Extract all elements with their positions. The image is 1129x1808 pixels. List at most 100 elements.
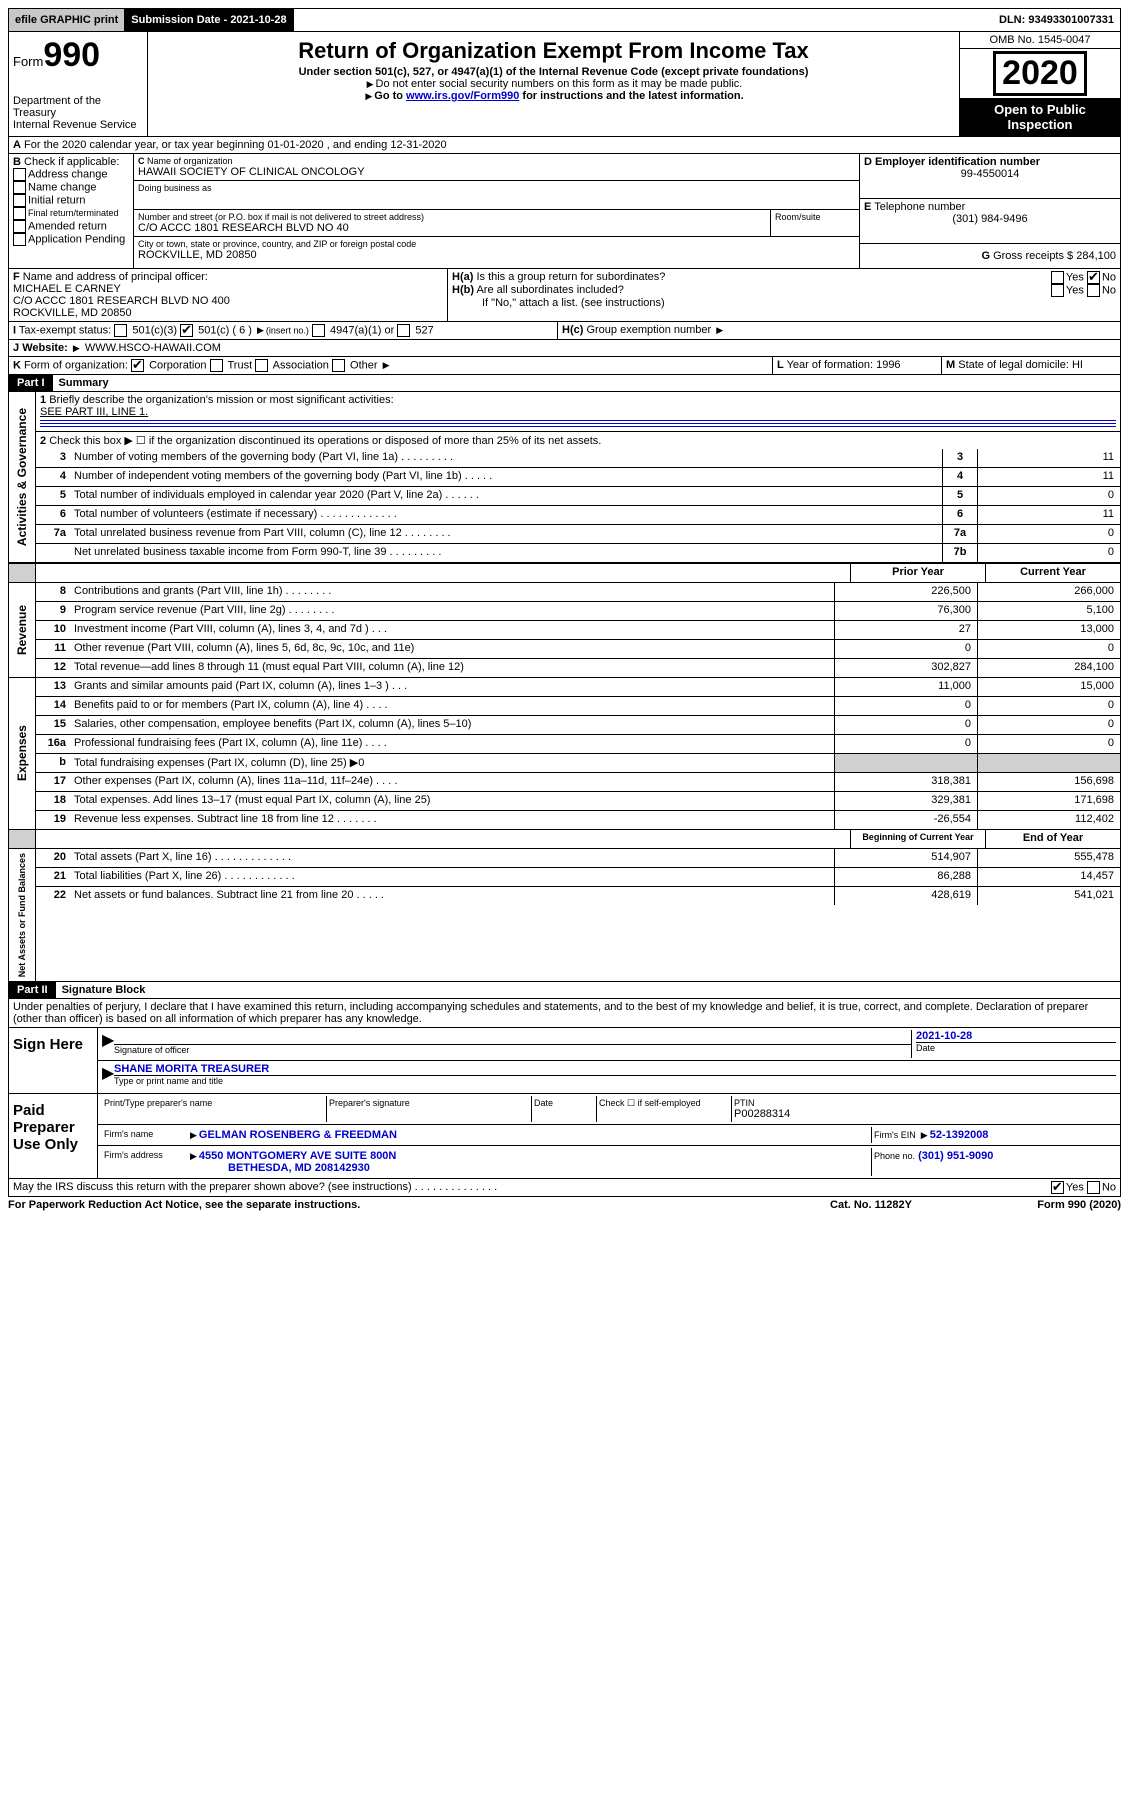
instructions-link-row: Go to www.irs.gov/Form990 for instructio… bbox=[152, 90, 955, 102]
website-value: WWW.HSCO-HAWAII.COM bbox=[85, 342, 221, 354]
cb-pending[interactable]: Application Pending bbox=[13, 233, 129, 246]
table-row: 7aTotal unrelated business revenue from … bbox=[36, 525, 1120, 544]
section-i-hc: I Tax-exempt status: 501(c)(3) 501(c) ( … bbox=[8, 322, 1121, 340]
sig-officer-label: Signature of officer bbox=[114, 1044, 911, 1055]
part1-header: Part ISummary bbox=[8, 375, 1121, 392]
table-row: 13Grants and similar amounts paid (Part … bbox=[36, 678, 1120, 697]
paid-preparer-section: Paid Preparer Use Only Print/Type prepar… bbox=[8, 1094, 1121, 1179]
table-row: 10Investment income (Part VIII, column (… bbox=[36, 621, 1120, 640]
table-row: bTotal fundraising expenses (Part IX, co… bbox=[36, 754, 1120, 773]
hb-note: If "No," attach a list. (see instruction… bbox=[452, 297, 1116, 309]
sign-here-label: Sign Here bbox=[9, 1028, 98, 1093]
org-name: HAWAII SOCIETY OF CLINICAL ONCOLOGY bbox=[138, 166, 855, 178]
phone-label: E Telephone number bbox=[864, 201, 1116, 213]
table-row: 22Net assets or fund balances. Subtract … bbox=[36, 887, 1120, 905]
dln: DLN: 93493301007331 bbox=[993, 9, 1120, 31]
section-k-l-m: K Form of organization: Corporation Trus… bbox=[8, 357, 1121, 375]
governance-sidebar: Activities & Governance bbox=[13, 404, 31, 550]
ein-value: 99-4550014 bbox=[864, 168, 1116, 180]
ssn-note: Do not enter social security numbers on … bbox=[152, 78, 955, 90]
firm-name-label: Firm's name bbox=[102, 1127, 186, 1143]
efile-print-button[interactable]: efile GRAPHIC print bbox=[9, 9, 125, 31]
cb-527[interactable] bbox=[397, 324, 410, 337]
form-ref: Form 990 (2020) bbox=[971, 1199, 1121, 1211]
table-row: 3Number of voting members of the governi… bbox=[36, 449, 1120, 468]
cb-name-change[interactable]: Name change bbox=[13, 181, 129, 194]
discuss-yes-no[interactable]: Yes No bbox=[1051, 1181, 1116, 1194]
officer-name: MICHAEL E CARNEY bbox=[13, 283, 443, 295]
firm-addr-label: Firm's address bbox=[102, 1148, 186, 1176]
ha-yes-no[interactable]: Yes No bbox=[1051, 271, 1116, 284]
typed-name-label: Type or print name and title bbox=[114, 1075, 1116, 1086]
table-row: 4Number of independent voting members of… bbox=[36, 468, 1120, 487]
netassets-sidebar: Net Assets or Fund Balances bbox=[15, 849, 29, 981]
submission-date: Submission Date - 2021-10-28 bbox=[125, 9, 293, 31]
open-inspection: Open to Public Inspection bbox=[960, 98, 1120, 136]
group-exemption: H(c) Group exemption number bbox=[558, 322, 1120, 339]
officer-label: F Name and address of principal officer: bbox=[13, 271, 443, 283]
city-label: City or town, state or province, country… bbox=[138, 239, 855, 249]
org-name-label: C Name of organization bbox=[138, 156, 855, 166]
footer: For Paperwork Reduction Act Notice, see … bbox=[8, 1197, 1121, 1211]
cb-corp[interactable] bbox=[131, 359, 144, 372]
section-b-to-g: B Check if applicable: Address change Na… bbox=[8, 154, 1121, 269]
self-employed-check[interactable]: Check ☐ if self-employed bbox=[597, 1096, 732, 1122]
begin-year-header: Beginning of Current Year bbox=[850, 830, 985, 848]
ptin-value: P00288314 bbox=[734, 1108, 1114, 1120]
officer-addr2: ROCKVILLE, MD 20850 bbox=[13, 307, 443, 319]
preparer-name-label: Print/Type preparer's name bbox=[102, 1096, 327, 1122]
preparer-date-label: Date bbox=[532, 1096, 597, 1122]
phone-value: (301) 984-9496 bbox=[864, 213, 1116, 225]
year-formation: L Year of formation: 1996 bbox=[773, 357, 942, 374]
cb-assoc[interactable] bbox=[255, 359, 268, 372]
revenue-section: Revenue 8Contributions and grants (Part … bbox=[8, 583, 1121, 678]
cb-501c3[interactable] bbox=[114, 324, 127, 337]
table-row: 19Revenue less expenses. Subtract line 1… bbox=[36, 811, 1120, 829]
part2-header: Part IISignature Block bbox=[8, 982, 1121, 999]
table-row: 16aProfessional fundraising fees (Part I… bbox=[36, 735, 1120, 754]
firm-addr1: 4550 MONTGOMERY AVE SUITE 800N bbox=[199, 1150, 396, 1162]
dba-label: Doing business as bbox=[138, 183, 855, 193]
ptin-label: PTIN bbox=[734, 1098, 1114, 1108]
sign-here-section: Sign Here ▶ Signature of officer 2021-10… bbox=[8, 1028, 1121, 1094]
officer-addr1: C/O ACCC 1801 RESEARCH BLVD NO 400 bbox=[13, 295, 443, 307]
table-row: 18Total expenses. Add lines 13–17 (must … bbox=[36, 792, 1120, 811]
section-f-h: F Name and address of principal officer:… bbox=[8, 269, 1121, 322]
revenue-header-row: Prior YearCurrent Year bbox=[8, 563, 1121, 583]
cb-initial-return[interactable]: Initial return bbox=[13, 194, 129, 207]
cb-trust[interactable] bbox=[210, 359, 223, 372]
state-domicile: M State of legal domicile: HI bbox=[942, 357, 1120, 374]
expenses-section: Expenses 13Grants and similar amounts pa… bbox=[8, 678, 1121, 830]
city-state-zip: ROCKVILLE, MD 20850 bbox=[138, 249, 855, 261]
revenue-sidebar: Revenue bbox=[13, 601, 31, 659]
governance-section: Activities & Governance 1 Briefly descri… bbox=[8, 392, 1121, 563]
line1-value: SEE PART III, LINE 1. bbox=[40, 406, 1116, 418]
cb-amended[interactable]: Amended return bbox=[13, 220, 129, 233]
table-row: 11Other revenue (Part VIII, column (A), … bbox=[36, 640, 1120, 659]
cb-501c[interactable] bbox=[180, 324, 193, 337]
form-number: Form990 bbox=[13, 36, 143, 75]
table-row: 15Salaries, other compensation, employee… bbox=[36, 716, 1120, 735]
form990-link[interactable]: www.irs.gov/Form990 bbox=[406, 90, 519, 102]
cb-4947[interactable] bbox=[312, 324, 325, 337]
cb-final-return[interactable]: Final return/terminated bbox=[13, 207, 129, 220]
table-row: 8Contributions and grants (Part VIII, li… bbox=[36, 583, 1120, 602]
tax-exempt-status: I Tax-exempt status: 501(c)(3) 501(c) ( … bbox=[9, 322, 558, 339]
prior-year-header: Prior Year bbox=[850, 564, 985, 582]
current-year-header: Current Year bbox=[985, 564, 1120, 582]
line-a: A For the 2020 calendar year, or tax yea… bbox=[8, 137, 1121, 154]
table-row: 12Total revenue—add lines 8 through 11 (… bbox=[36, 659, 1120, 677]
firm-addr2: BETHESDA, MD 208142930 bbox=[228, 1162, 370, 1174]
netassets-header-row: Beginning of Current YearEnd of Year bbox=[8, 830, 1121, 849]
table-row: 21Total liabilities (Part X, line 26) . … bbox=[36, 868, 1120, 887]
form-header: Form990 Department of the Treasury Inter… bbox=[8, 32, 1121, 137]
table-row: 20Total assets (Part X, line 16) . . . .… bbox=[36, 849, 1120, 868]
sig-date: 2021-10-28 bbox=[916, 1030, 1116, 1042]
hb-yes-no[interactable]: Yes No bbox=[1051, 284, 1116, 297]
form-title: Return of Organization Exempt From Incom… bbox=[152, 38, 955, 64]
cb-other[interactable] bbox=[332, 359, 345, 372]
ein-label: D Employer identification number bbox=[864, 156, 1116, 168]
cb-address-change[interactable]: Address change bbox=[13, 168, 129, 181]
omb-number: OMB No. 1545-0047 bbox=[960, 32, 1120, 49]
end-year-header: End of Year bbox=[985, 830, 1120, 848]
